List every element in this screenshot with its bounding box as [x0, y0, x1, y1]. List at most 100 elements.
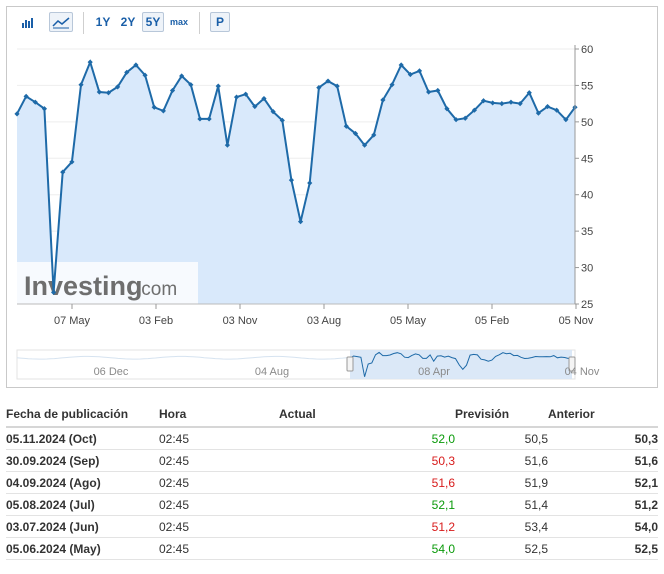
table-row: 04.09.2024 (Ago) 02:45 51,6 51,9 52,1: [6, 471, 658, 494]
data-point[interactable]: [325, 78, 331, 84]
data-point[interactable]: [499, 101, 505, 107]
data-point[interactable]: [179, 73, 185, 79]
data-point[interactable]: [517, 101, 523, 107]
data-point[interactable]: [362, 142, 368, 148]
data-point[interactable]: [78, 82, 84, 88]
data-point[interactable]: [197, 116, 203, 122]
data-point[interactable]: [243, 91, 249, 97]
data-point[interactable]: [252, 103, 258, 110]
cell-forecast: 52,5: [455, 537, 548, 560]
data-point[interactable]: [133, 62, 139, 68]
data-point[interactable]: [215, 83, 221, 89]
data-point[interactable]: [490, 100, 496, 106]
y-tick-label: 25: [581, 299, 593, 311]
y-tick-label: 30: [581, 263, 593, 275]
cell-forecast: 51,4: [455, 493, 548, 516]
y-tick-label: 60: [581, 44, 593, 56]
area-chart-button[interactable]: [49, 12, 73, 32]
data-point[interactable]: [307, 180, 313, 186]
data-point[interactable]: [23, 93, 29, 99]
data-point[interactable]: [462, 115, 468, 121]
data-point[interactable]: [115, 84, 121, 90]
data-point[interactable]: [105, 90, 112, 96]
data-point[interactable]: [261, 95, 267, 102]
data-point[interactable]: [124, 69, 130, 75]
data-point[interactable]: [60, 169, 66, 175]
data-point[interactable]: [270, 109, 276, 115]
cell-previous: 50,3: [548, 427, 658, 450]
data-point[interactable]: [316, 85, 322, 91]
data-point[interactable]: [288, 177, 295, 183]
data-point[interactable]: [87, 59, 93, 65]
header-time[interactable]: Hora: [159, 402, 279, 428]
range-navigator[interactable]: 06 Dec 04 Aug 08 Apr 04 Nov: [16, 349, 600, 380]
range-1y-button[interactable]: 1Y: [95, 15, 111, 29]
data-point[interactable]: [526, 90, 532, 96]
data-point[interactable]: [535, 110, 542, 116]
data-point[interactable]: [188, 82, 194, 88]
table-row: 05.06.2024 (May) 02:45 54,0 52,5 52,5: [6, 537, 658, 560]
data-point[interactable]: [471, 107, 477, 113]
data-point[interactable]: [32, 99, 38, 105]
header-date[interactable]: Fecha de publicación: [6, 402, 159, 428]
data-point[interactable]: [343, 123, 349, 129]
data-point[interactable]: [160, 108, 166, 114]
navigator-handle-right[interactable]: [568, 356, 576, 372]
navigator-handle-left[interactable]: [346, 356, 354, 372]
popout-button[interactable]: P: [210, 12, 230, 32]
data-point[interactable]: [371, 132, 377, 138]
data-point[interactable]: [14, 111, 20, 117]
cell-actual: 50,3: [279, 449, 455, 472]
chart-toolbar: 1Y 2Y 5Y max P: [7, 7, 657, 39]
cell-time: 02:45: [159, 449, 279, 472]
data-point[interactable]: [69, 159, 75, 165]
data-point[interactable]: [334, 83, 340, 89]
navigator-label: 08 Apr: [418, 366, 450, 378]
header-actual[interactable]: Actual: [279, 402, 455, 428]
data-point[interactable]: [407, 71, 413, 78]
watermark-brand: Investing: [24, 271, 143, 301]
y-tick-label: 50: [581, 117, 593, 129]
data-point[interactable]: [426, 89, 432, 95]
data-point[interactable]: [41, 106, 48, 112]
data-point[interactable]: [142, 72, 148, 78]
data-point[interactable]: [480, 98, 487, 104]
data-point[interactable]: [169, 87, 176, 94]
data-point[interactable]: [544, 103, 551, 110]
header-previous[interactable]: Anterior: [548, 402, 658, 428]
x-tick-label: 05 May: [390, 315, 427, 327]
data-point[interactable]: [554, 107, 560, 113]
range-2y-button[interactable]: 2Y: [120, 15, 136, 29]
navigator-selection[interactable]: [350, 350, 572, 379]
data-point[interactable]: [416, 68, 423, 74]
header-forecast[interactable]: Previsión: [455, 402, 548, 428]
cell-date: 04.09.2024 (Ago): [6, 471, 159, 494]
cell-forecast: 53,4: [455, 515, 548, 538]
data-point[interactable]: [352, 130, 359, 137]
range-5y-button[interactable]: 5Y: [142, 12, 164, 32]
data-point[interactable]: [444, 106, 450, 112]
data-point[interactable]: [233, 94, 240, 100]
bar-chart-button[interactable]: [17, 12, 39, 32]
data-point[interactable]: [151, 104, 157, 110]
cell-previous: 52,1: [548, 471, 658, 494]
data-point[interactable]: [297, 219, 304, 225]
data-point[interactable]: [435, 87, 441, 94]
data-point[interactable]: [389, 82, 395, 88]
x-tick-label: 03 Feb: [139, 315, 173, 327]
cell-previous: 51,2: [548, 493, 658, 516]
data-point[interactable]: [50, 289, 57, 295]
data-point[interactable]: [96, 89, 102, 95]
data-point[interactable]: [206, 116, 212, 122]
data-point[interactable]: [508, 99, 514, 105]
data-point[interactable]: [453, 117, 459, 123]
toolbar-divider: [199, 12, 200, 34]
data-point[interactable]: [380, 97, 386, 103]
range-max-button[interactable]: max: [169, 17, 188, 27]
data-point[interactable]: [563, 117, 569, 123]
data-point[interactable]: [224, 142, 230, 148]
data-point[interactable]: [279, 117, 285, 123]
cell-date: 30.09.2024 (Sep): [6, 449, 159, 472]
data-point[interactable]: [398, 62, 404, 68]
